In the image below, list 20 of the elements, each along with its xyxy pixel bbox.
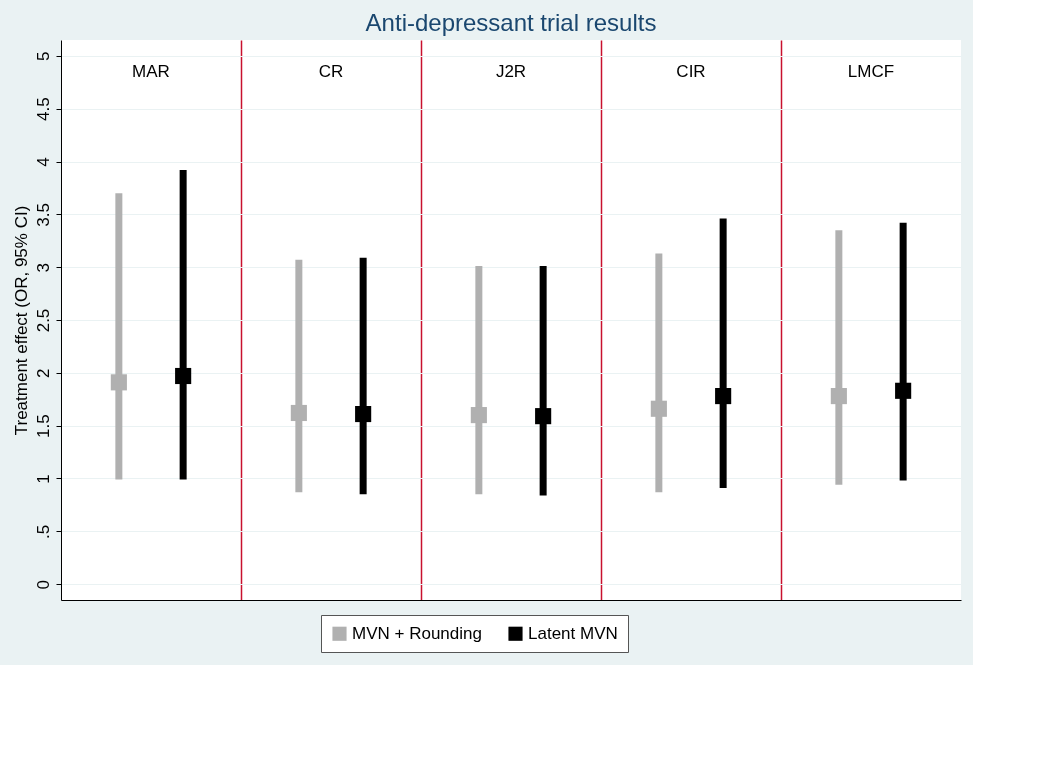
chart-title: Anti-depressant trial results xyxy=(365,9,657,36)
y-tick-label: 4.5 xyxy=(33,97,53,121)
y-tick-label: 5 xyxy=(33,51,53,62)
y-tick-label: 1 xyxy=(33,474,53,484)
x-tick-label: J2R xyxy=(495,62,527,81)
x-tick-label: CIR xyxy=(676,62,706,81)
y-tick-label: 4 xyxy=(33,157,53,167)
legend-label: Latent MVN xyxy=(528,623,618,643)
x-tick-label: LMCF xyxy=(847,62,895,81)
y-tick-label: 0 xyxy=(33,579,53,590)
y-tick-label: 3 xyxy=(33,262,53,273)
y-tick-label: 1.5 xyxy=(33,414,53,438)
x-tick-label: CR xyxy=(318,62,344,81)
y-tick-label: 2.5 xyxy=(33,308,53,333)
y-axis-title: Treatment effect (OR, 95% CI) xyxy=(11,205,31,436)
x-tick-label: MAR xyxy=(132,62,170,81)
y-tick-label: .5 xyxy=(33,524,53,539)
legend-label: MVN + Rounding xyxy=(352,623,482,643)
y-tick-label: 3.5 xyxy=(33,203,53,227)
y-tick-label: 2 xyxy=(33,368,53,379)
